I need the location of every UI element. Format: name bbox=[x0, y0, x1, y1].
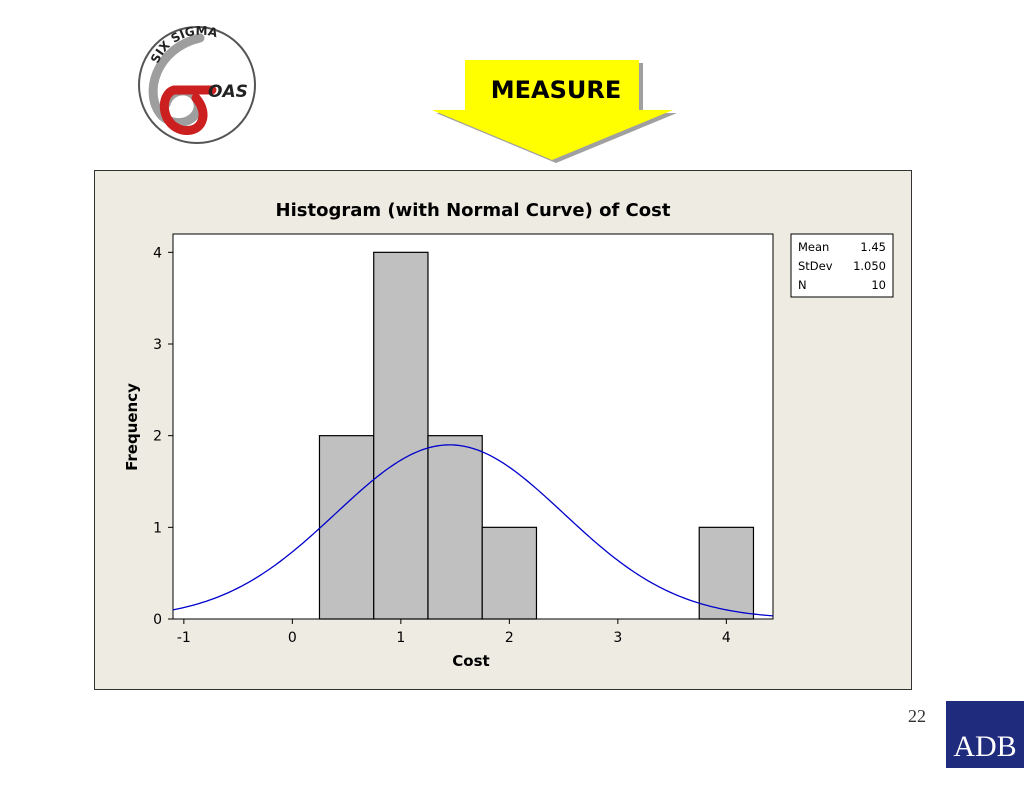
legend-value: 10 bbox=[871, 278, 886, 292]
y-tick-label: 0 bbox=[153, 612, 162, 628]
measure-arrow bbox=[432, 60, 677, 163]
histogram-bar-3 bbox=[481, 526, 538, 620]
histogram-bar-2 bbox=[427, 435, 483, 620]
histogram-bar-4 bbox=[698, 526, 755, 620]
y-tick-label: 3 bbox=[153, 337, 162, 353]
y-tick-label: 1 bbox=[153, 520, 162, 536]
histogram-chart: -1 0 1 2 3 4 0 1 2 3 4 Histogram (with Normal Curv… bbox=[123, 200, 894, 670]
legend-value: 1.050 bbox=[853, 259, 886, 273]
normal-curve bbox=[172, 444, 774, 617]
y-tick-label: 4 bbox=[153, 245, 162, 261]
histogram-bar-1 bbox=[373, 251, 429, 620]
legend-label: N bbox=[798, 278, 807, 292]
six-sigma-logo: SIX SIGMA OAS bbox=[138, 24, 256, 144]
stats-legend: Mean 1.45 StDev 1.050 N 10 bbox=[790, 233, 894, 298]
logo-side-text: OAS bbox=[208, 82, 248, 102]
chart-title: Histogram (with Normal Curve) of Cost bbox=[276, 200, 671, 221]
x-axis-label: Cost bbox=[452, 652, 489, 670]
page-number: 22 bbox=[908, 706, 926, 726]
x-tick-label: -1 bbox=[177, 630, 191, 646]
y-axis-label: Frequency bbox=[123, 383, 141, 471]
measure-label: MEASURE bbox=[490, 76, 622, 104]
x-tick-label: 1 bbox=[396, 630, 405, 646]
x-tick-label: 4 bbox=[722, 630, 731, 646]
y-tick-label: 2 bbox=[153, 429, 162, 445]
legend-label: Mean bbox=[798, 240, 829, 254]
histogram-bar-0 bbox=[318, 435, 375, 620]
x-tick-label: 3 bbox=[613, 630, 622, 646]
adb-logo: ADB bbox=[946, 701, 1024, 768]
legend-value: 1.45 bbox=[860, 240, 886, 254]
chart-panel: -1 0 1 2 3 4 0 1 2 3 4 Histogram (with Normal Curv… bbox=[94, 170, 912, 690]
legend-label: StDev bbox=[798, 259, 833, 273]
x-tick-label: 2 bbox=[505, 630, 514, 646]
x-tick-label: 0 bbox=[288, 630, 297, 646]
sigma-glyph-shape bbox=[159, 85, 217, 135]
